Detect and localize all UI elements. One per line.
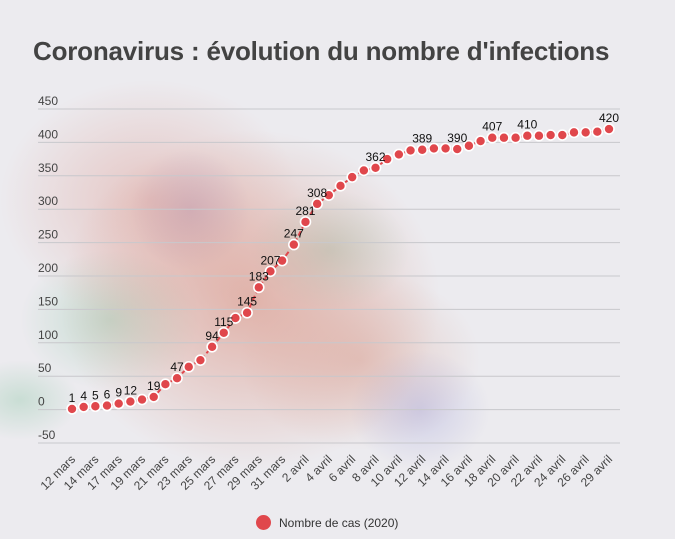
data-point[interactable] bbox=[124, 395, 137, 408]
legend-marker-icon bbox=[256, 515, 271, 530]
y-tick-label: 150 bbox=[38, 294, 58, 308]
data-point[interactable] bbox=[252, 281, 265, 294]
data-label: 94 bbox=[205, 329, 219, 343]
data-point[interactable] bbox=[217, 326, 230, 339]
data-point[interactable] bbox=[334, 180, 347, 192]
data-point[interactable] bbox=[241, 306, 253, 319]
data-point[interactable] bbox=[521, 129, 534, 142]
data-point[interactable] bbox=[182, 361, 195, 373]
data-point[interactable] bbox=[288, 238, 300, 251]
data-label: 1 bbox=[69, 391, 76, 405]
data-point[interactable] bbox=[369, 161, 382, 174]
data-point[interactable] bbox=[381, 153, 393, 165]
data-label: 47 bbox=[170, 360, 184, 374]
y-tick-label: 50 bbox=[38, 361, 52, 375]
data-point[interactable] bbox=[299, 216, 312, 228]
data-point[interactable] bbox=[101, 399, 113, 412]
data-point[interactable] bbox=[474, 135, 487, 147]
data-point[interactable] bbox=[451, 143, 464, 155]
data-label: 4 bbox=[80, 389, 87, 403]
data-point[interactable] bbox=[544, 129, 557, 141]
data-label: 6 bbox=[104, 388, 111, 402]
data-point[interactable] bbox=[393, 148, 405, 161]
data-point[interactable] bbox=[556, 129, 569, 141]
data-label: 308 bbox=[307, 186, 327, 200]
data-label: 407 bbox=[482, 120, 502, 134]
data-label: 390 bbox=[447, 131, 467, 145]
data-label: 5 bbox=[92, 388, 99, 402]
data-point[interactable] bbox=[509, 131, 522, 144]
data-point[interactable] bbox=[276, 254, 288, 267]
data-point[interactable] bbox=[323, 189, 335, 201]
data-label: 183 bbox=[249, 269, 269, 283]
data-point[interactable] bbox=[264, 265, 277, 278]
data-point[interactable] bbox=[346, 171, 358, 183]
y-tick-label: 100 bbox=[38, 328, 58, 342]
data-point[interactable] bbox=[428, 142, 440, 155]
data-point[interactable] bbox=[568, 126, 580, 139]
data-label: 281 bbox=[295, 204, 315, 218]
data-point[interactable] bbox=[159, 378, 172, 391]
series-line bbox=[71, 128, 610, 410]
chart-title: Coronavirus : évolution du nombre d'infe… bbox=[33, 36, 610, 66]
y-tick-label: 450 bbox=[38, 94, 58, 108]
y-tick-label: -50 bbox=[38, 428, 56, 442]
data-point[interactable] bbox=[358, 164, 370, 177]
data-point[interactable] bbox=[404, 144, 417, 157]
y-tick-label: 350 bbox=[38, 161, 58, 175]
data-point[interactable] bbox=[498, 131, 510, 144]
data-point[interactable] bbox=[89, 400, 102, 413]
data-label: 247 bbox=[284, 227, 304, 241]
y-tick-label: 300 bbox=[38, 194, 58, 208]
data-point[interactable] bbox=[77, 401, 90, 413]
data-label: 362 bbox=[366, 150, 386, 164]
data-point[interactable] bbox=[591, 125, 604, 138]
y-tick-label: 0 bbox=[38, 395, 45, 409]
data-label: 420 bbox=[599, 111, 619, 125]
data-point[interactable] bbox=[486, 131, 499, 144]
data-label: 9 bbox=[115, 386, 122, 400]
legend[interactable]: Nombre de cas (2020) bbox=[256, 515, 398, 530]
data-point[interactable] bbox=[603, 123, 615, 135]
data-point[interactable] bbox=[147, 391, 160, 403]
data-point[interactable] bbox=[206, 341, 218, 353]
data-label: 19 bbox=[147, 379, 161, 393]
data-point[interactable] bbox=[229, 312, 242, 324]
y-tick-label: 250 bbox=[38, 228, 58, 242]
data-point[interactable] bbox=[439, 142, 452, 155]
data-point[interactable] bbox=[579, 126, 592, 139]
data-point[interactable] bbox=[194, 354, 207, 366]
data-point[interactable] bbox=[416, 143, 429, 156]
data-label: 410 bbox=[517, 118, 537, 132]
data-point[interactable] bbox=[463, 139, 475, 152]
data-point[interactable] bbox=[112, 397, 125, 410]
data-point[interactable] bbox=[311, 198, 323, 210]
data-label: 389 bbox=[412, 132, 432, 146]
data-label: 12 bbox=[124, 384, 138, 398]
legend-label: Nombre de cas (2020) bbox=[279, 515, 399, 530]
data-label: 115 bbox=[214, 315, 233, 329]
data-label: 207 bbox=[260, 253, 280, 267]
data-point[interactable] bbox=[533, 129, 545, 142]
data-point[interactable] bbox=[136, 393, 148, 406]
data-label: 145 bbox=[237, 295, 257, 309]
y-tick-label: 400 bbox=[38, 127, 58, 141]
data-point[interactable] bbox=[171, 372, 183, 385]
y-tick-label: 200 bbox=[38, 261, 58, 275]
data-point[interactable] bbox=[66, 403, 78, 415]
